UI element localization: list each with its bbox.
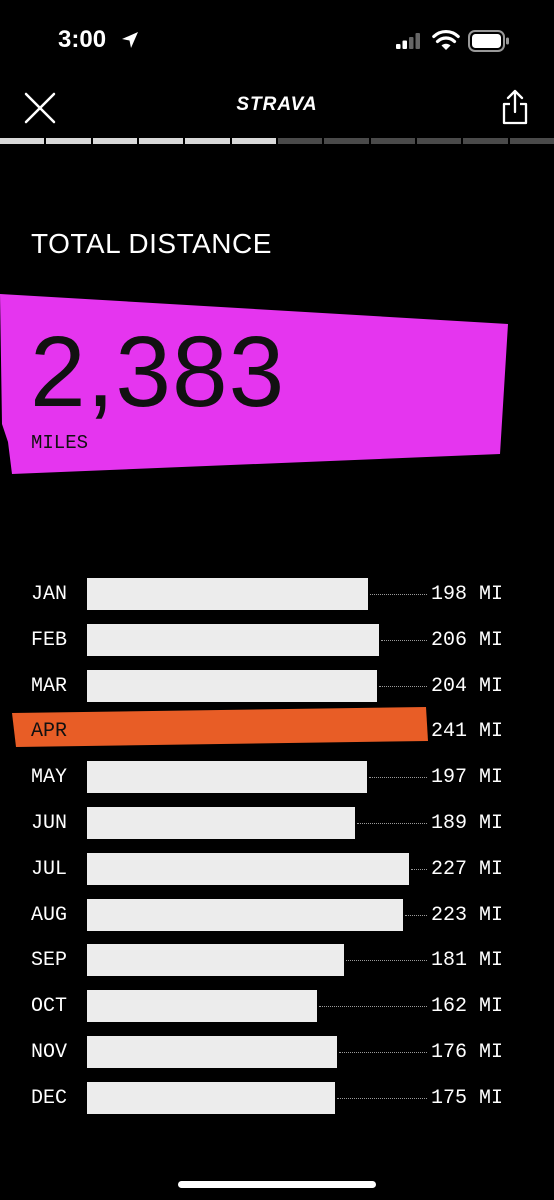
month-distance-value: 197 MI bbox=[431, 766, 504, 790]
month-bar bbox=[87, 1036, 337, 1068]
story-header: STRAVA bbox=[0, 84, 554, 134]
month-bar bbox=[87, 898, 403, 931]
month-row: MAR 204 MI bbox=[0, 668, 554, 704]
month-row: AUG 223 MI bbox=[0, 897, 554, 933]
month-distance-value: 204 MI bbox=[431, 674, 504, 698]
month-bar bbox=[87, 761, 367, 794]
month-distance-value: 227 MI bbox=[431, 857, 504, 881]
month-bar bbox=[87, 578, 368, 610]
month-label: OCT bbox=[31, 995, 68, 1019]
total-distance-value: 2,383 bbox=[30, 316, 286, 428]
month-row: SEP 181 MI bbox=[0, 942, 554, 978]
month-label: NOV bbox=[31, 1041, 68, 1064]
battery-icon bbox=[468, 30, 509, 52]
month-distance-value: 162 MI bbox=[431, 995, 504, 1019]
month-distance-value: 206 MI bbox=[431, 628, 504, 652]
month-label: SEP bbox=[31, 949, 68, 973]
leader-dots bbox=[346, 960, 427, 962]
section-title: TOTAL DISTANCE bbox=[31, 228, 272, 259]
progress-segment bbox=[509, 138, 554, 144]
leader-dots bbox=[379, 685, 427, 687]
month-row: DEC 175 MI bbox=[0, 1080, 554, 1116]
strava-logo: STRAVA bbox=[236, 94, 318, 115]
month-label: JUN bbox=[31, 812, 68, 835]
wifi-icon bbox=[432, 29, 460, 50]
month-distance-value: 198 MI bbox=[431, 583, 504, 606]
total-panel-background bbox=[0, 294, 508, 474]
progress-segment bbox=[324, 138, 369, 144]
progress-segment bbox=[46, 138, 91, 144]
progress-segment bbox=[370, 138, 415, 144]
month-bar bbox=[87, 990, 317, 1023]
progress-segment bbox=[277, 138, 323, 144]
leader-dots bbox=[319, 1006, 427, 1008]
story-progress bbox=[0, 138, 554, 144]
month-distance-value: 189 MI bbox=[431, 812, 504, 835]
total-distance-unit: MILES bbox=[31, 432, 89, 454]
month-distance-value: 181 MI bbox=[431, 949, 504, 973]
progress-segment bbox=[185, 138, 230, 144]
home-indicator bbox=[178, 1181, 376, 1188]
month-row: APR 241 MI bbox=[0, 707, 554, 749]
month-row: MAY 197 MI bbox=[0, 759, 554, 795]
total-distance-panel bbox=[0, 294, 554, 480]
leader-dots bbox=[357, 823, 427, 824]
month-label: DEC bbox=[31, 1086, 68, 1110]
month-label: APR bbox=[31, 720, 68, 744]
progress-segment bbox=[463, 138, 508, 144]
close-icon[interactable] bbox=[22, 90, 58, 126]
month-label: MAR bbox=[31, 674, 68, 698]
month-row: JUN 189 MI bbox=[0, 805, 554, 841]
leader-dots bbox=[370, 594, 427, 595]
leader-dots bbox=[405, 914, 427, 916]
month-distance-value: 175 MI bbox=[431, 1086, 504, 1110]
month-bar bbox=[87, 852, 409, 885]
leader-dots bbox=[381, 639, 427, 641]
leader-dots bbox=[369, 777, 427, 779]
month-row: JAN 198 MI bbox=[0, 576, 554, 612]
share-icon[interactable] bbox=[500, 88, 530, 126]
month-label: JUL bbox=[31, 857, 68, 881]
progress-segment bbox=[416, 138, 462, 144]
leader-dots bbox=[339, 1052, 427, 1053]
location-arrow-icon bbox=[122, 32, 138, 48]
month-bar bbox=[87, 623, 379, 656]
month-label: MAY bbox=[31, 766, 68, 790]
month-bar bbox=[87, 669, 377, 702]
progress-segment bbox=[231, 138, 276, 144]
progress-segment bbox=[138, 138, 184, 144]
month-distance-value: 176 MI bbox=[431, 1041, 504, 1064]
progress-segment bbox=[92, 138, 137, 144]
highlight-bar bbox=[12, 707, 428, 748]
month-row: FEB 206 MI bbox=[0, 622, 554, 658]
leader-dots bbox=[337, 1097, 427, 1099]
month-row: JUL 227 MI bbox=[0, 851, 554, 887]
status-time: 3:00 bbox=[58, 26, 107, 53]
month-label: JAN bbox=[31, 583, 68, 606]
month-bar bbox=[87, 807, 355, 839]
month-distance-value: 223 MI bbox=[431, 903, 504, 927]
leader-dots bbox=[411, 868, 427, 870]
status-bar: 3:00 bbox=[0, 0, 554, 84]
month-label: AUG bbox=[31, 903, 68, 927]
progress-segment bbox=[0, 138, 45, 144]
month-row: NOV 176 MI bbox=[0, 1034, 554, 1070]
cellular-signal-icon bbox=[396, 33, 420, 49]
month-bar bbox=[87, 944, 344, 977]
month-row: OCT 162 MI bbox=[0, 988, 554, 1024]
month-label: FEB bbox=[31, 628, 68, 652]
month-distance-value: 241 MI bbox=[431, 720, 504, 744]
month-bar bbox=[87, 1081, 335, 1114]
